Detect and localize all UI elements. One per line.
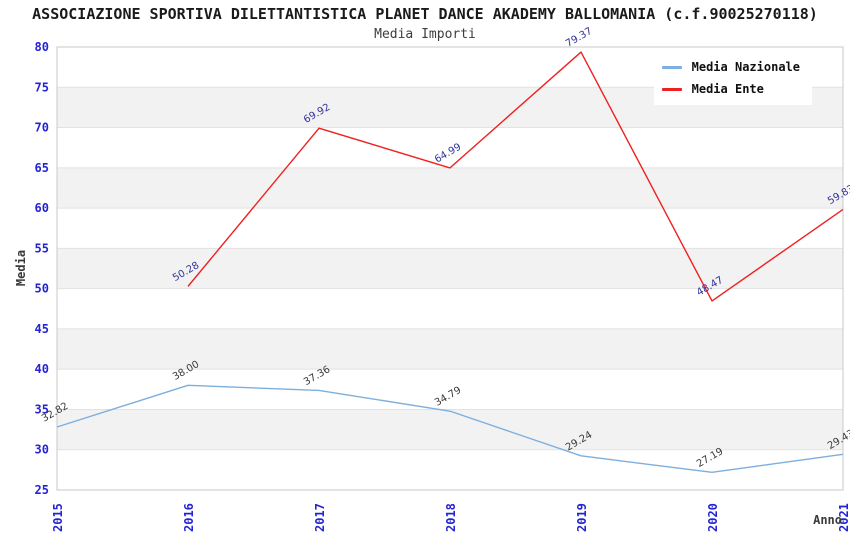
grid-band — [57, 409, 843, 450]
legend-label: Media Nazionale — [691, 60, 800, 74]
x-tick-label: 2019 — [575, 503, 589, 532]
legend-item-media-nazionale: Media Nazionale — [661, 60, 800, 74]
series-line-media-nazionale — [56, 384, 844, 474]
series-line-media-ente — [187, 51, 844, 302]
y-axis-title: Media — [14, 250, 28, 286]
x-tick-label: 2016 — [182, 503, 196, 532]
legend: Media Nazionale Media Ente — [653, 53, 812, 105]
plot-border — [56, 46, 844, 491]
data-point-label: 34.79 — [433, 385, 463, 409]
chart-subtitle: Media Importi — [374, 27, 476, 42]
x-tick-label: 2017 — [313, 503, 327, 532]
y-tick-label: 70 — [35, 121, 49, 135]
y-tick-label: 40 — [35, 362, 49, 376]
y-tick-label: 75 — [35, 80, 49, 94]
data-point-label: 64.99 — [433, 142, 463, 166]
y-tick-label: 60 — [35, 201, 49, 215]
grid-band — [57, 328, 843, 370]
legend-swatch-icon — [661, 87, 682, 91]
y-tick-label: 45 — [35, 322, 49, 336]
y-tick-label: 80 — [35, 40, 49, 54]
y-tick-label: 65 — [35, 161, 49, 175]
x-tick-label: 2020 — [706, 503, 720, 532]
y-tick-label: 55 — [35, 241, 49, 255]
chart-title: ASSOCIAZIONE SPORTIVA DILETTANTISTICA PL… — [32, 5, 818, 23]
y-tick-label: 35 — [35, 402, 49, 416]
legend-swatch-icon — [661, 65, 682, 69]
y-tick-label: 50 — [35, 282, 49, 296]
y-tick-label: 25 — [35, 483, 49, 497]
grid-band — [57, 167, 843, 209]
legend-label: Media Ente — [691, 82, 764, 96]
x-axis-title: Anno — [813, 513, 842, 527]
x-tick-label: 2021 — [837, 503, 850, 532]
y-tick-label: 30 — [35, 443, 49, 457]
x-tick-label: 2018 — [444, 503, 458, 532]
data-point-label: 79.37 — [564, 26, 594, 50]
x-tick-label: 2015 — [51, 503, 65, 532]
grid-band — [57, 248, 843, 289]
legend-item-media-ente: Media Ente — [661, 82, 800, 96]
